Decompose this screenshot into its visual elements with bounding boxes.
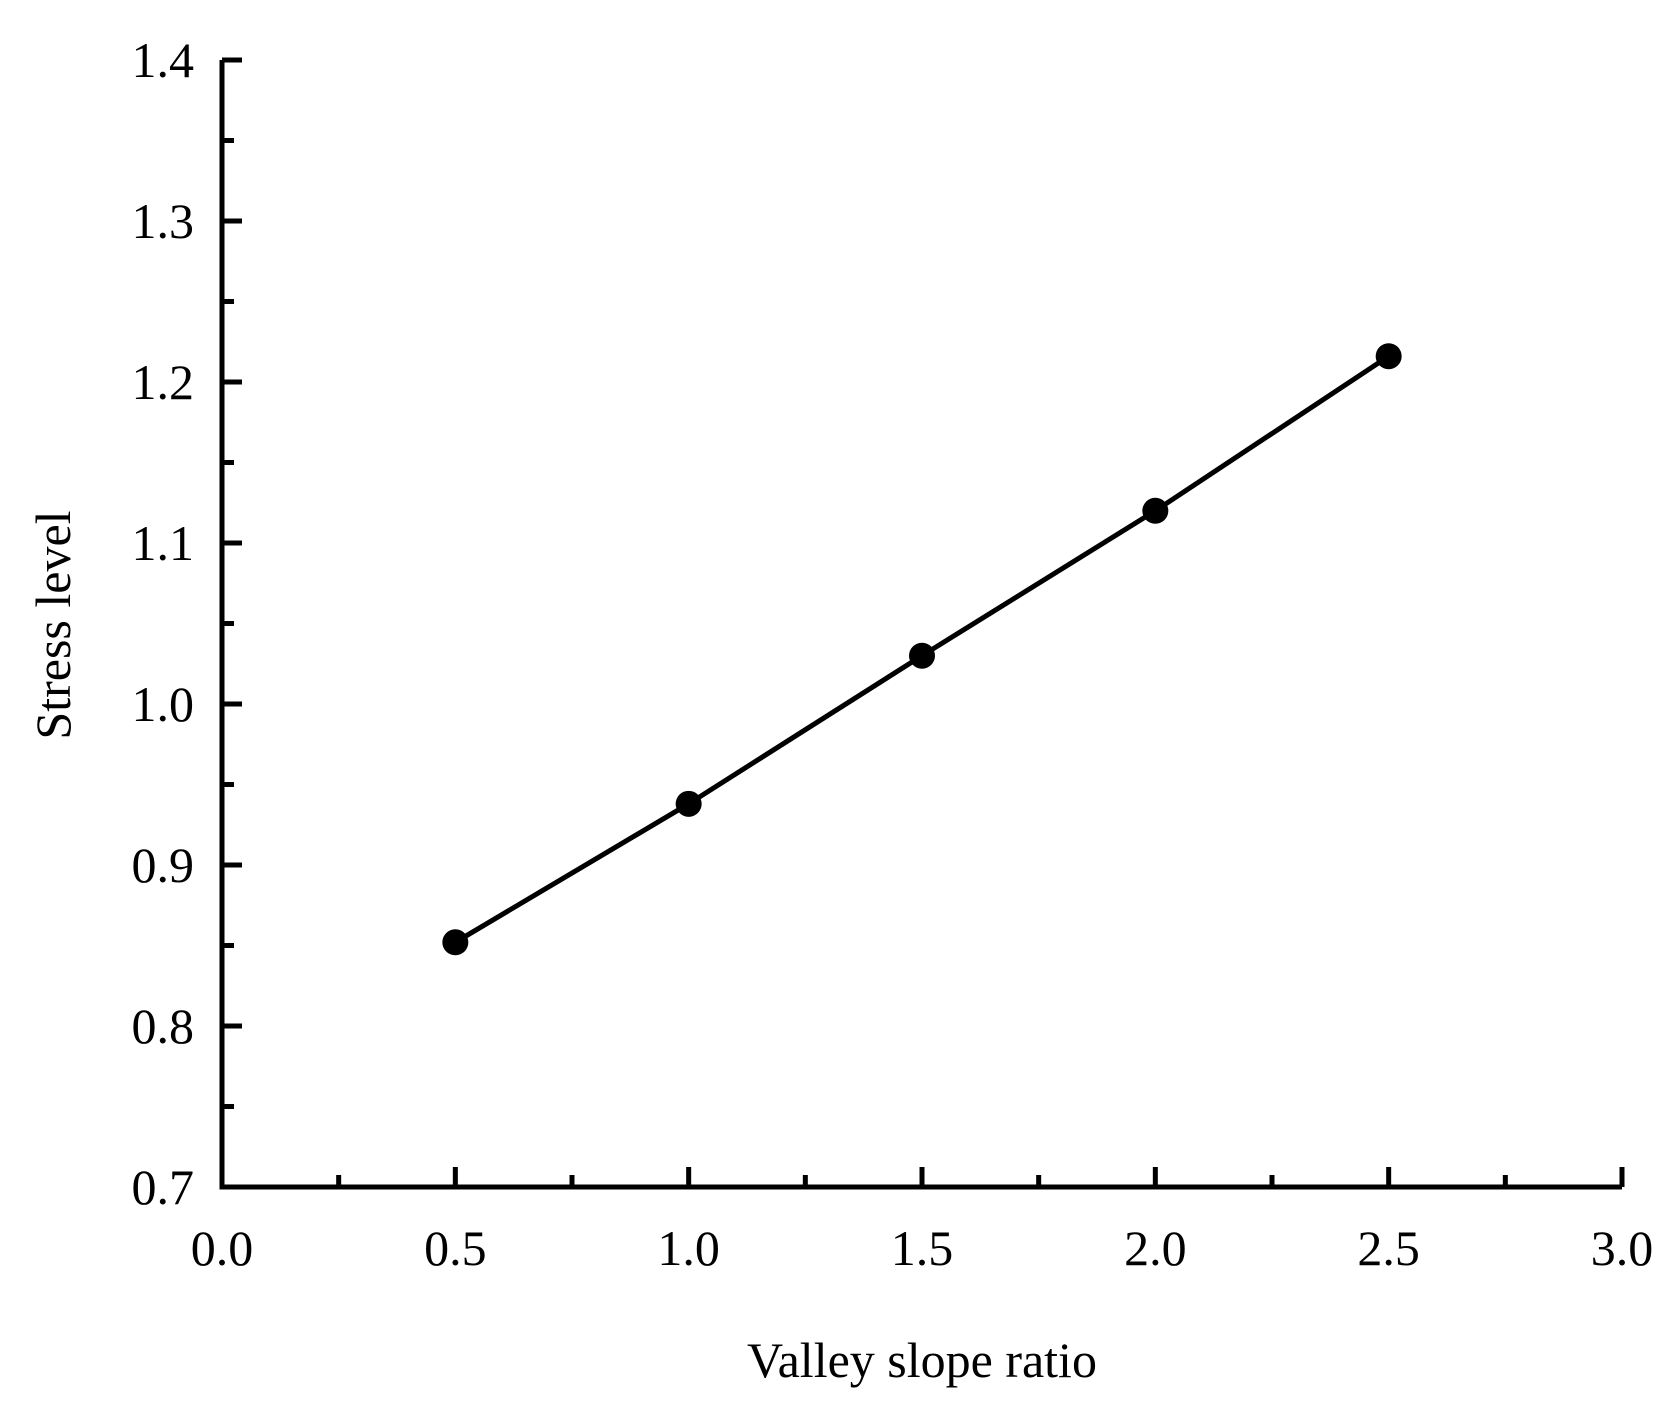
y-tick-label: 0.7 [132, 1159, 195, 1215]
y-axis-title: Stress level [25, 510, 81, 739]
data-point [909, 642, 935, 669]
y-tick-label: 0.9 [132, 837, 195, 893]
x-axis-title: Valley slope ratio [747, 1332, 1097, 1388]
y-tick-label: 1.1 [132, 515, 195, 571]
x-tick-label: 1.0 [657, 1220, 720, 1276]
y-tick-label: 1.4 [132, 32, 195, 88]
tick-labels: 0.0 0.5 1.0 1.5 2.0 2.5 3.0 0.7 0.8 0.9 1.0 1.1 1.2 1… [132, 32, 1654, 1276]
ticks [219, 57, 1625, 1190]
x-tick-label: 3.0 [1591, 1220, 1654, 1276]
axes [219, 60, 1622, 1190]
y-tick-label: 0.8 [132, 998, 195, 1054]
data-point [1142, 497, 1169, 524]
x-tick-label: 0.5 [424, 1220, 487, 1276]
y-tick-label: 1.3 [132, 193, 195, 249]
y-tick-label: 1.0 [132, 676, 195, 732]
x-tick-label: 2.5 [1357, 1220, 1420, 1276]
y-tick-label: 1.2 [132, 354, 195, 410]
x-tick-label: 2.0 [1124, 1220, 1187, 1276]
data-point [675, 790, 702, 817]
data-point [1375, 343, 1402, 370]
x-tick-label: 0.0 [191, 1220, 254, 1276]
x-tick-label: 1.5 [891, 1220, 954, 1276]
data-point [442, 929, 469, 956]
series [442, 343, 1402, 956]
